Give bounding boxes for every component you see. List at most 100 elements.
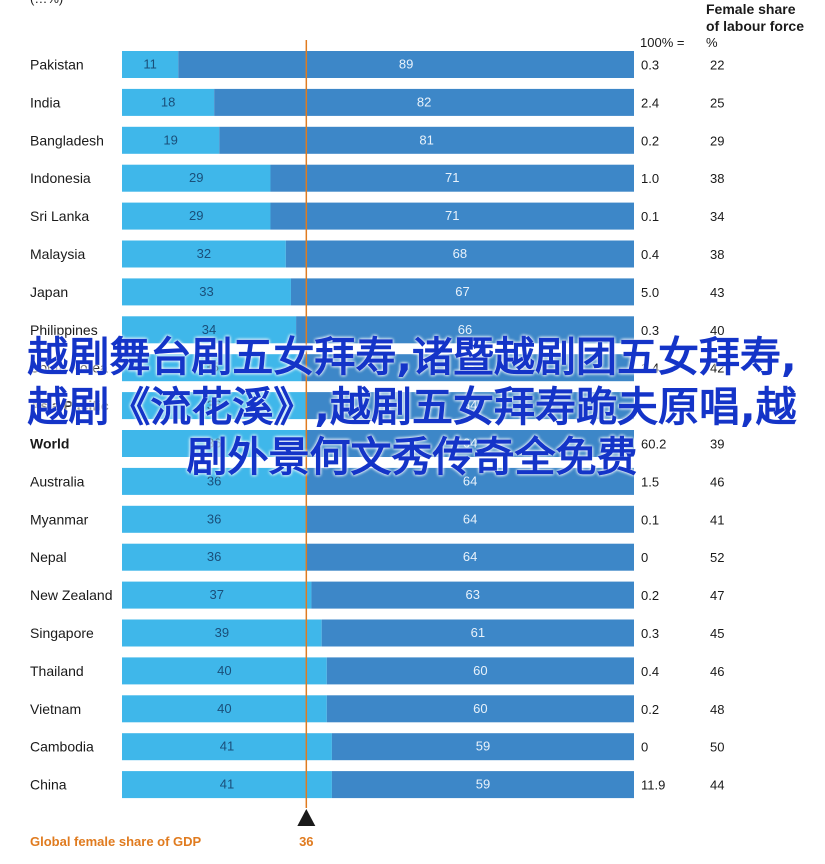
male-share-bar [306, 392, 634, 420]
gdp-total-value: 60.2 [641, 437, 666, 452]
country-label: China [30, 777, 67, 793]
female-share-label: 36 [207, 511, 221, 526]
female-share-bar [122, 467, 307, 495]
labour-share-value: 41 [710, 512, 724, 527]
male-share-bar [326, 695, 634, 723]
female-share-label: 40 [217, 663, 231, 678]
female-share-label: 36 [207, 398, 221, 413]
female-share-bar [122, 240, 286, 268]
gdp-total-value: 0.2 [641, 133, 659, 148]
female-share-label: 36 [207, 473, 221, 488]
male-share-label: 60 [473, 701, 487, 716]
labour-share-value: 45 [710, 626, 724, 641]
female-share-bar [122, 278, 291, 306]
country-label: Bangladesh [30, 132, 104, 148]
female-share-bar [122, 430, 307, 457]
female-share-bar [122, 771, 332, 799]
male-share-label: 64 [463, 549, 477, 564]
labour-force-unit: % [706, 35, 718, 50]
female-share-bar [122, 354, 302, 382]
male-share-label: 81 [419, 132, 433, 147]
labour-share-value: 39 [710, 437, 724, 452]
male-share-bar [296, 316, 634, 344]
top-cut-label: (…%) [30, 0, 63, 6]
gdp-total-value: 0.2 [641, 702, 659, 717]
male-share-bar [270, 202, 634, 230]
female-share-bar [122, 619, 322, 647]
female-share-label: 18 [161, 94, 175, 109]
female-share-label: 41 [220, 777, 234, 792]
gdp-total-value: 5.0 [641, 285, 659, 300]
labour-share-value: 29 [710, 133, 724, 148]
male-share-bar [285, 240, 634, 268]
male-share-label: 71 [445, 208, 459, 223]
gdp-total-value: 0.1 [641, 209, 659, 224]
labour-share-value: 42 [710, 361, 724, 376]
gdp-total-value: 0 [641, 550, 648, 565]
female-share-bar [122, 657, 327, 685]
labour-share-value: 46 [710, 664, 724, 679]
male-share-label: 65 [460, 360, 474, 375]
labour-force-header-line-2: of labour force [706, 18, 804, 34]
male-share-label: 89 [399, 57, 413, 72]
female-share-bar [122, 126, 220, 154]
male-share-label: 68 [453, 246, 467, 261]
reference-marker [297, 809, 316, 826]
female-share-bar [122, 581, 312, 609]
labour-share-value: 48 [710, 702, 724, 717]
gdp-total-value: 0.1 [641, 512, 659, 527]
male-share-bar [331, 733, 634, 761]
male-share-label: 60 [473, 663, 487, 678]
country-label: South Korea [30, 360, 108, 376]
country-label: Indonesia [30, 170, 91, 186]
country-label: Myanmar [30, 511, 89, 527]
female-share-label: 35 [204, 360, 218, 375]
female-share-label: 40 [217, 701, 231, 716]
female-share-label: 36 [207, 436, 221, 451]
female-share-bar [122, 543, 307, 571]
male-share-bar [306, 505, 634, 533]
male-share-bar [326, 657, 634, 685]
male-share-label: 61 [471, 625, 485, 640]
female-share-bar [122, 202, 271, 230]
female-share-bar [122, 164, 271, 192]
country-label: Thailand [30, 663, 84, 679]
labour-force-header-line-1: Female share [706, 1, 796, 17]
gdp-total-value: 0 [641, 740, 648, 755]
gdp-total-value: 0.4 [641, 664, 659, 679]
female-share-label: 37 [209, 587, 223, 602]
male-share-bar [306, 543, 634, 571]
country-label: New Zealand [30, 587, 113, 603]
female-share-bar [122, 88, 215, 116]
male-share-bar [219, 126, 634, 154]
female-share-label: 32 [197, 246, 211, 261]
labour-share-value: 43 [710, 285, 724, 300]
male-share-bar [306, 430, 634, 457]
labour-share-value: 38 [710, 247, 724, 262]
female-share-label: 29 [189, 208, 203, 223]
female-share-bar [122, 51, 179, 78]
male-share-label: 64 [463, 398, 477, 413]
country-label: World [30, 436, 69, 452]
gdp-total-value: 1.0 [641, 171, 659, 186]
male-share-label: 66 [458, 322, 472, 337]
male-share-label: 64 [463, 511, 477, 526]
hundred-percent-header: 100% = [640, 35, 684, 50]
female-share-label: 33 [199, 284, 213, 299]
male-share-bar [270, 164, 634, 192]
country-label: Vietnam [30, 701, 81, 717]
male-share-bar [290, 278, 634, 306]
country-label: Australia [30, 473, 85, 489]
country-label: Pakistan [30, 57, 84, 73]
country-label: India [30, 94, 61, 110]
female-share-bar [122, 316, 297, 344]
reference-value-label: 36 [299, 834, 313, 849]
male-share-bar [311, 581, 634, 609]
male-share-label: 82 [417, 94, 431, 109]
female-share-label: 36 [207, 549, 221, 564]
labour-share-value: 22 [710, 58, 724, 73]
country-label: Philippines [30, 322, 98, 338]
female-share-bar [122, 392, 307, 420]
country-label: Cambodia [30, 739, 94, 755]
